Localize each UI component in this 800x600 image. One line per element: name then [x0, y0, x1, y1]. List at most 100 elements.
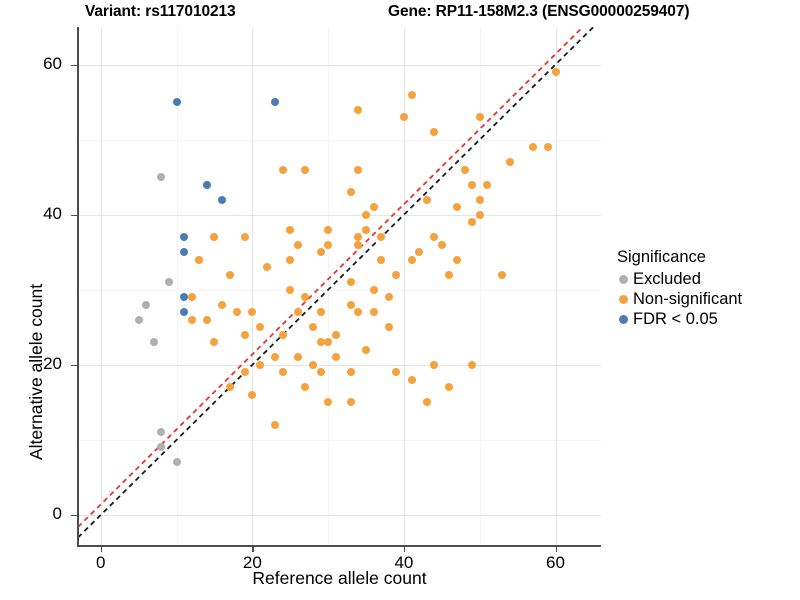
gridline-y-major — [78, 514, 601, 516]
data-point — [346, 368, 355, 377]
y-tick-label: 60 — [43, 53, 62, 73]
data-point — [475, 113, 484, 122]
legend-items: Excluded Non-significant FDR < 0.05 — [617, 269, 797, 329]
x-tick — [252, 546, 254, 552]
data-point — [308, 360, 317, 369]
gridline-x-minor — [328, 27, 330, 545]
data-point — [445, 270, 454, 279]
data-point — [202, 315, 211, 324]
data-point — [301, 293, 310, 302]
gridline-x-major — [555, 27, 557, 545]
expected-ratio-line — [78, 27, 585, 528]
data-point — [218, 300, 226, 309]
data-point — [346, 300, 355, 309]
data-point — [452, 255, 461, 264]
data-point — [468, 360, 477, 369]
data-point — [286, 225, 295, 234]
data-point — [468, 180, 477, 189]
y-tick — [71, 64, 77, 66]
data-point — [346, 188, 355, 197]
data-point — [233, 308, 242, 317]
data-point — [331, 330, 340, 339]
data-point — [271, 420, 280, 429]
legend-item-label: Non-significant — [633, 290, 743, 308]
y-tick-label: 40 — [43, 203, 62, 223]
gridline-x-minor — [176, 27, 178, 545]
data-point — [172, 458, 181, 467]
reference-lines — [78, 27, 595, 539]
data-point — [301, 165, 310, 174]
data-point — [255, 360, 264, 369]
data-point — [180, 248, 189, 257]
data-point — [210, 338, 219, 347]
data-point — [551, 68, 560, 77]
data-point — [543, 143, 552, 152]
legend-item[interactable]: Excluded — [617, 269, 797, 289]
legend-item[interactable]: Non-significant — [617, 289, 797, 309]
data-point — [430, 360, 439, 369]
data-point — [369, 308, 378, 317]
data-point — [271, 353, 280, 362]
data-point — [316, 308, 325, 317]
data-point — [308, 323, 317, 332]
data-point — [437, 240, 446, 249]
data-point — [354, 233, 363, 242]
data-point — [415, 248, 424, 257]
y-axis-title: Alternative allele count — [26, 283, 46, 460]
data-point — [293, 308, 302, 317]
data-point — [331, 353, 340, 362]
y-tick-label: 20 — [43, 353, 62, 373]
data-point — [354, 240, 363, 249]
data-point — [483, 180, 492, 189]
variant-title: Variant: rs117010213 — [85, 3, 236, 20]
data-point — [142, 300, 151, 309]
gridline-x-major — [252, 27, 254, 545]
data-point — [210, 233, 219, 242]
data-point — [468, 218, 477, 227]
data-point — [271, 98, 280, 107]
legend-dot-icon — [619, 274, 628, 284]
y-tick — [71, 514, 77, 517]
data-point — [528, 143, 537, 152]
gridline-y-minor — [78, 439, 601, 441]
data-point — [498, 270, 507, 279]
data-point — [286, 255, 295, 264]
data-point — [369, 285, 378, 294]
gridline-x-minor — [479, 27, 481, 545]
data-point — [278, 330, 287, 339]
data-point — [278, 368, 287, 377]
data-point — [324, 240, 333, 249]
data-point — [218, 195, 226, 204]
data-point — [392, 270, 401, 279]
data-point — [430, 128, 439, 137]
data-point — [316, 248, 325, 257]
data-point — [187, 293, 196, 302]
legend-item[interactable]: FDR < 0.05 — [617, 309, 797, 329]
x-tick-label: 20 — [242, 553, 262, 572]
data-point — [316, 368, 325, 377]
x-tick — [403, 546, 406, 552]
data-point — [195, 255, 204, 264]
data-point — [506, 158, 515, 167]
legend-item-label: Excluded — [633, 270, 701, 288]
x-tick-label: 40 — [394, 553, 414, 572]
data-point — [324, 225, 333, 234]
data-point — [354, 105, 363, 114]
data-point — [460, 165, 469, 174]
data-point — [445, 383, 454, 392]
data-point — [362, 345, 371, 354]
gridline-x-major — [403, 27, 405, 545]
data-point — [407, 255, 416, 264]
data-point — [346, 278, 355, 287]
y-tick — [71, 214, 77, 217]
data-point — [240, 233, 249, 242]
legend-dot-icon — [619, 314, 628, 324]
gridline-x-major — [100, 27, 102, 545]
data-point — [149, 338, 158, 347]
data-point — [384, 323, 393, 332]
legend-title: Significance — [617, 248, 706, 266]
gridline-y-minor — [78, 139, 601, 141]
legend: Significance Excluded Non-significant FDR … — [617, 248, 797, 329]
data-point — [324, 338, 333, 347]
data-point — [180, 233, 189, 242]
